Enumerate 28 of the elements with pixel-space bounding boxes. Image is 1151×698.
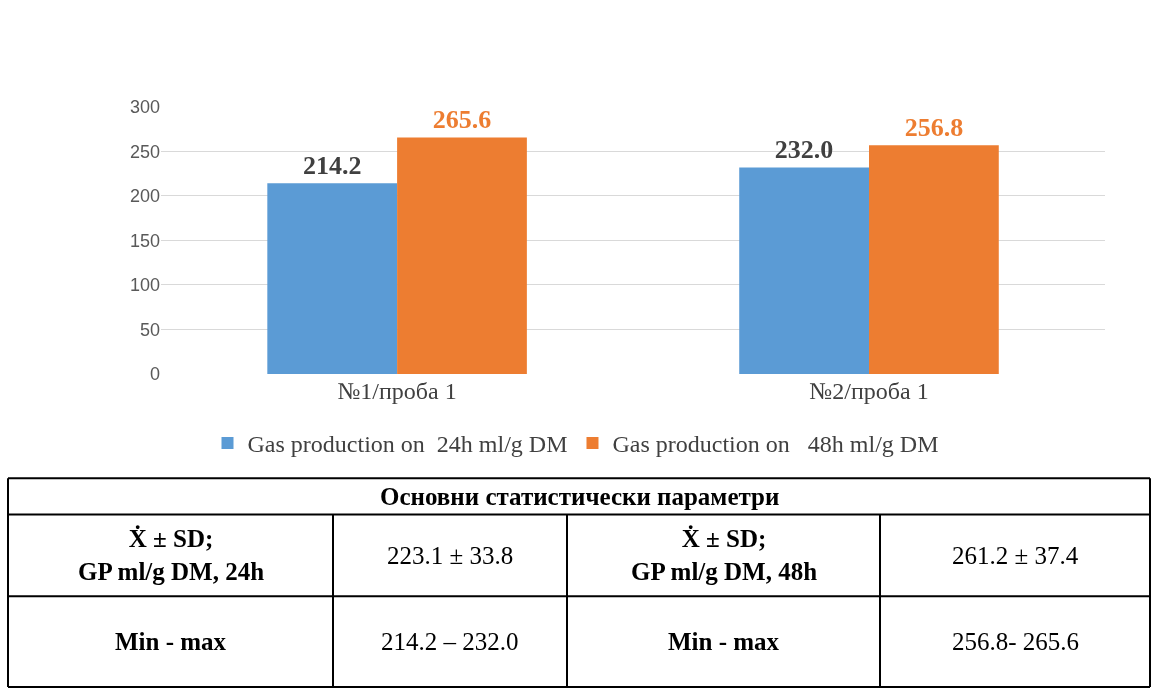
legend-label: Gas production on 24h ml/g DM	[247, 431, 568, 458]
text: Основни статистически параметри	[380, 483, 780, 510]
y-tick-label: 100	[130, 275, 161, 296]
text: 261.2 ± 37.4	[952, 542, 1079, 569]
bar	[397, 137, 527, 375]
text: Min - max	[668, 628, 780, 655]
bar	[267, 183, 398, 375]
y-tick-label: 250	[130, 141, 161, 162]
text: Ẋ ± SD; GP ml/g DM, 48h	[631, 525, 818, 585]
text: 214.2 – 232.0	[381, 628, 519, 655]
y-tick-label: 150	[130, 230, 161, 251]
x-tick-label: №2/проба 1	[809, 378, 929, 405]
text: Min - max	[115, 628, 227, 655]
y-tick-label: 300	[130, 97, 161, 118]
text: 223.1 ± 33.8	[387, 542, 514, 569]
data-label: 256.8	[904, 113, 964, 143]
data-label: 265.6	[432, 105, 492, 135]
x-tick-label: №1/проба 1	[337, 378, 457, 405]
text: Ẋ ± SD; GP ml/g DM, 24h	[78, 525, 265, 585]
data-label: 214.2	[302, 151, 362, 181]
bar	[869, 145, 999, 375]
data-label: 232.0	[774, 135, 834, 165]
text: 256.8- 265.6	[952, 628, 1080, 655]
y-tick-label: 50	[140, 319, 161, 340]
legend-label: Gas production on 48h ml/g DM	[612, 431, 939, 458]
y-tick-label: 0	[150, 364, 161, 385]
y-tick-label: 200	[130, 186, 161, 207]
bar	[739, 167, 870, 375]
